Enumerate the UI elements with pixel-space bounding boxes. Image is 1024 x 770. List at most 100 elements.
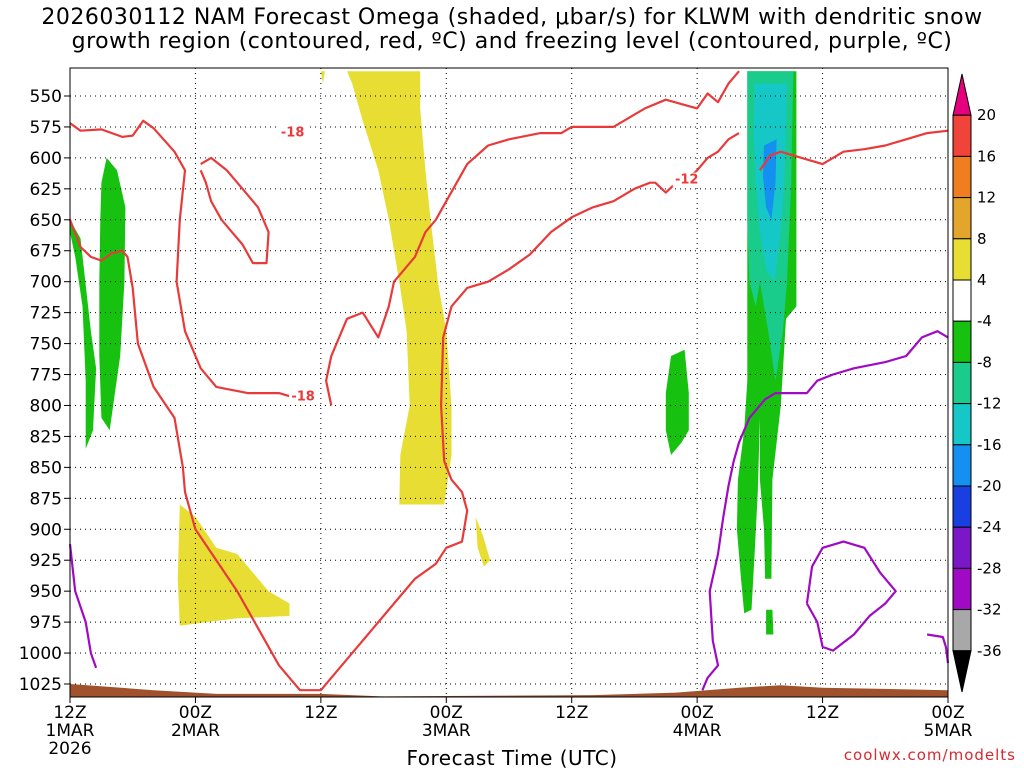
omega-yellow-small (475, 516, 491, 567)
colorbar-label-4: 4 (977, 271, 987, 289)
dgz-contour-minus12 (68, 132, 740, 692)
colorbar-label-6: -8 (977, 353, 992, 371)
x-tick-label-48: 12Z (555, 703, 588, 723)
colorbar-label-9: -20 (977, 477, 1002, 495)
colorbar-swatch-8 (952, 403, 972, 446)
y-tick-label-700: 700 (30, 273, 62, 293)
colorbar-swatch-5 (952, 279, 972, 322)
x-tick-label-60: 00Z (681, 703, 714, 723)
colorbar-swatch-12 (952, 567, 972, 611)
y-tick-label-600: 600 (30, 149, 62, 169)
x-tick-label-84: 00Z (931, 703, 964, 723)
y-tick-label-775: 775 (30, 366, 62, 386)
chart-title-line2: growth region (contoured, red, ºC) and f… (71, 29, 953, 54)
x-tick-label-72: 12Z (806, 703, 839, 723)
freezing-contour-main (701, 330, 949, 691)
x-tick-date-36: 3MAR (422, 721, 471, 741)
freezing-contour-left (68, 543, 98, 669)
y-tick-label-800: 800 (30, 396, 62, 416)
colorbar-swatch-7 (952, 361, 972, 405)
colorbar-swatch-13 (952, 609, 972, 652)
colorbar-label-2: 12 (977, 189, 996, 207)
contour-labels: -18 -12 -18 (278, 125, 701, 404)
omega-green-left2 (99, 157, 126, 431)
x-axis-title: Forecast Time (UTC) (406, 746, 618, 770)
x-tick-year-0: 2026 (48, 739, 91, 759)
contour-label-bg-0 (278, 125, 307, 140)
contour-label-bg-2 (289, 389, 318, 404)
colorbar-swatch-3 (952, 197, 972, 240)
dgz-contour-minus18-top (325, 70, 740, 406)
colorbar-label-10: -24 (977, 518, 1002, 536)
chart-title-line1: 2026030112 NAM Forecast Omega (shaded, μ… (41, 5, 983, 30)
colorbar-label-3: 8 (977, 230, 987, 248)
colorbar-top-arrow (952, 73, 972, 116)
colorbar: 20 16 12 8 4 -4 -8 -12 -16 -20 -24 -28 -32 -36 (952, 73, 1002, 693)
colorbar-label-13: -36 (977, 642, 1002, 660)
contour-layer (68, 70, 950, 692)
colorbar-label-1: 16 (977, 147, 996, 165)
contour-label-1: -12 (675, 173, 699, 188)
colorbar-label-5: -4 (977, 312, 992, 330)
y-tick-label-925: 925 (30, 551, 62, 571)
y-tick-label-900: 900 (30, 520, 62, 540)
plot-frame (69, 67, 949, 698)
y-tick-label-750: 750 (30, 335, 62, 355)
chart-title: 2026030112 NAM Forecast Omega (shaded, μ… (0, 6, 1024, 54)
x-tick-label-0: 12Z (53, 703, 86, 723)
omega-green-mid (665, 349, 689, 455)
freezing-contour-loop (805, 540, 897, 652)
terrain-layer (70, 684, 948, 697)
x-tick-date-60: 4MAR (673, 721, 722, 741)
colorbar-label-7: -12 (977, 395, 1002, 413)
x-tick-label-12: 00Z (179, 703, 212, 723)
omega-yellow-lowlevel (177, 504, 290, 626)
y-tick-label-875: 875 (30, 489, 62, 509)
colorbar-swatch-4 (952, 238, 972, 281)
colorbar-swatch-6 (952, 320, 972, 363)
x-tick-date-84: 5MAR (924, 721, 973, 741)
colorbar-swatch-10 (952, 485, 972, 528)
y-tick-label-1025: 1025 (19, 675, 62, 695)
omega-shading-layer (70, 71, 797, 635)
colorbar-swatch-1 (952, 114, 972, 157)
y-tick-label-650: 650 (30, 211, 62, 231)
colorbar-label-0: 20 (977, 106, 996, 124)
y-axis: 550 575 600 625 650 675 700 725 750 775 800 825 850 8… (19, 87, 70, 695)
contour-label-2: -18 (291, 389, 315, 404)
y-tick-label-950: 950 (30, 582, 62, 602)
dgz-contour-minus18-lobe (199, 156, 270, 265)
x-tick-date-0: 1MAR (46, 721, 95, 741)
colorbar-label-12: -32 (977, 601, 1002, 619)
y-tick-label-725: 725 (30, 304, 62, 324)
y-tick-label-575: 575 (30, 118, 62, 138)
y-tick-label-1000: 1000 (19, 644, 62, 664)
freezing-contour-right (926, 633, 950, 664)
y-tick-label-675: 675 (30, 242, 62, 262)
credit-text: coolwx.com/modelts (843, 746, 1016, 764)
colorbar-label-8: -16 (977, 436, 1002, 454)
y-tick-label-975: 975 (30, 613, 62, 633)
colorbar-swatch-11 (952, 526, 972, 569)
contour-label-bg-1 (672, 172, 701, 187)
terrain-shading (70, 684, 948, 697)
dgz-contour-minus18-right (758, 129, 949, 171)
colorbar-swatch-2 (952, 155, 972, 199)
dgz-contour-minus18-upper (69, 119, 301, 401)
contour-label-0: -18 (281, 126, 305, 141)
colorbar-label-11: -28 (977, 559, 1002, 577)
omega-green-drip (766, 609, 774, 635)
y-tick-label-850: 850 (30, 458, 62, 478)
omega-yellow-core (347, 71, 452, 505)
colorbar-bottom-arrow (952, 650, 972, 693)
x-tick-label-36: 00Z (430, 703, 463, 723)
omega-green-left (70, 219, 97, 449)
x-tick-date-12: 2MAR (171, 721, 220, 741)
y-tick-label-625: 625 (30, 180, 62, 200)
y-tick-label-825: 825 (30, 427, 62, 447)
y-tick-label-550: 550 (30, 87, 62, 107)
omega-yellow-tiny (320, 71, 325, 84)
colorbar-swatch-9 (952, 444, 972, 487)
